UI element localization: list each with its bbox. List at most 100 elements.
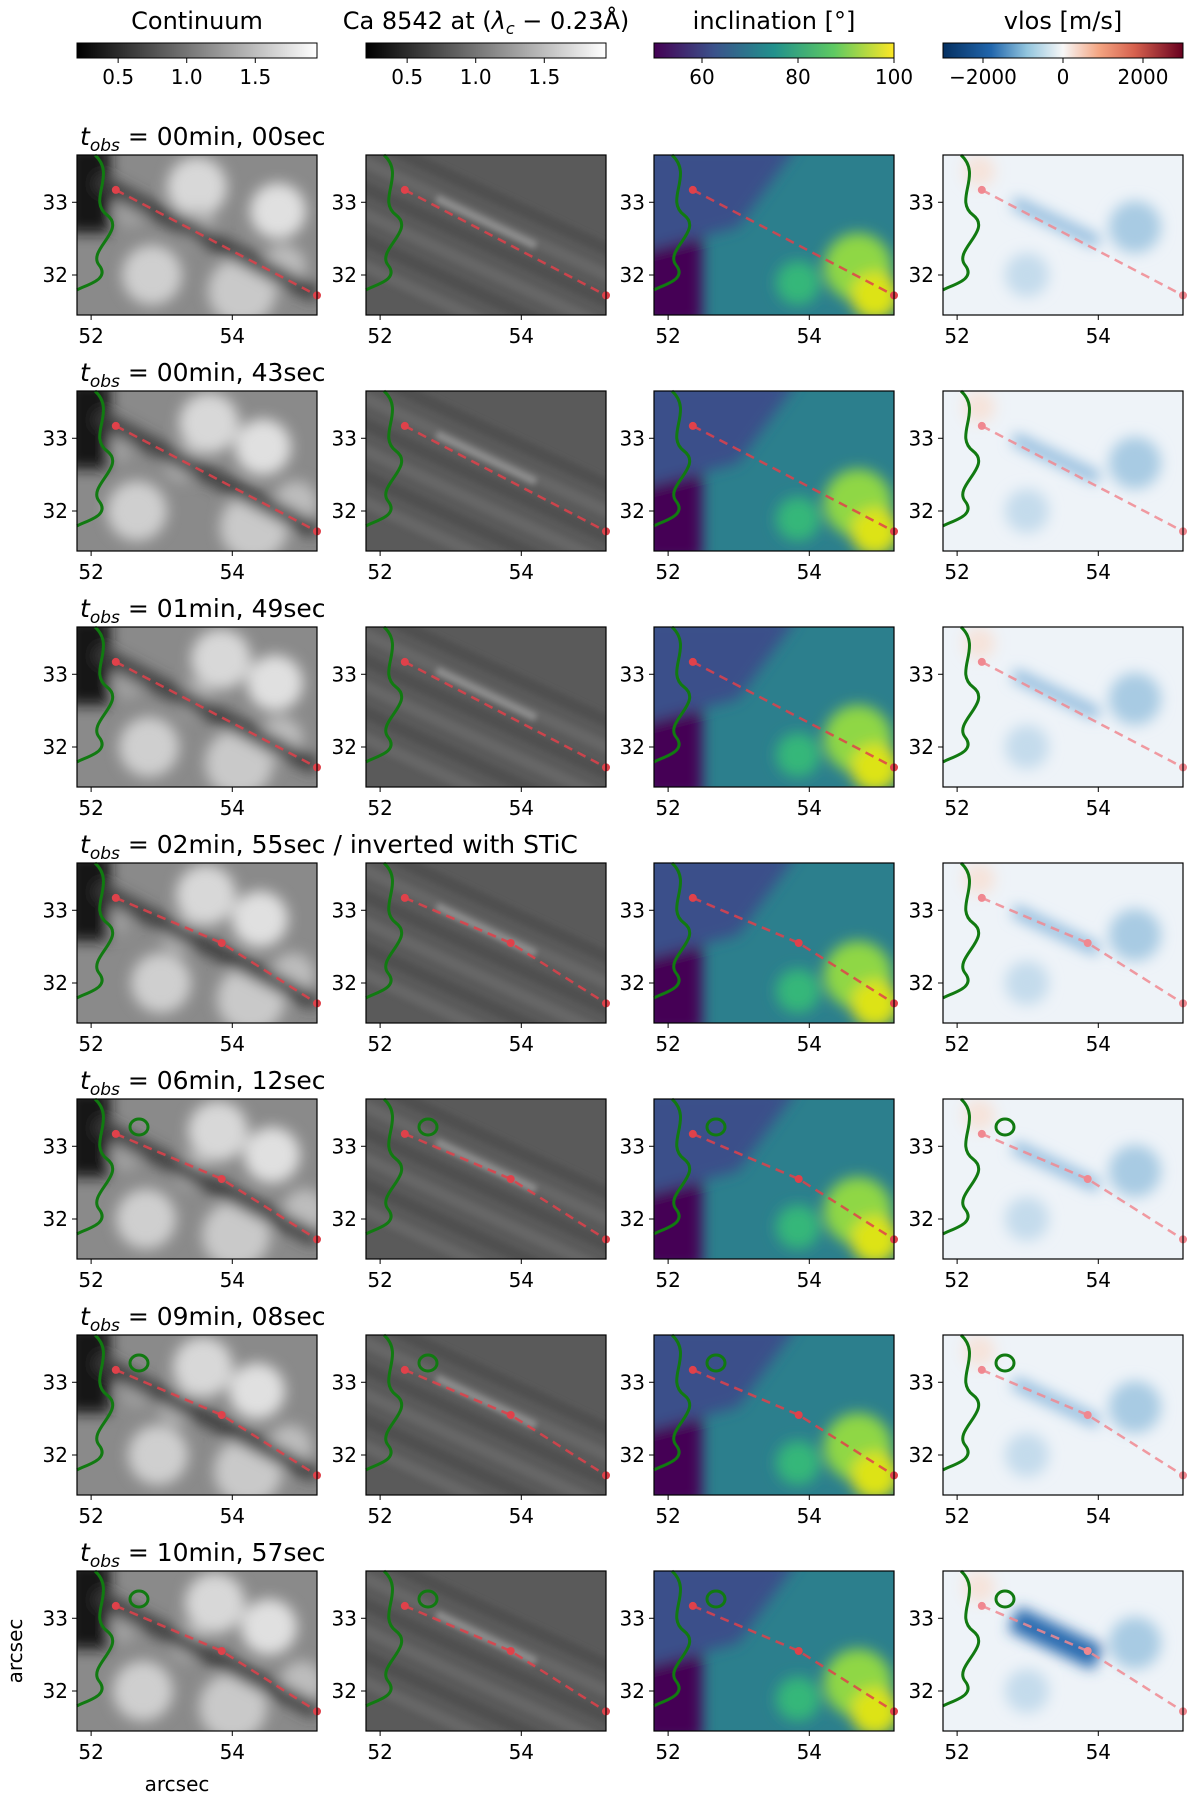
- path-marker-mid: [1083, 939, 1092, 947]
- slit-path: [404, 660, 607, 769]
- path-marker-start: [400, 1365, 409, 1374]
- umbra-contour: [365, 861, 404, 1000]
- x-tick-label: 54: [1086, 796, 1111, 820]
- panel-image: [654, 155, 894, 315]
- y-tick-label: 33: [620, 662, 645, 686]
- panel-frame: [942, 862, 1184, 1024]
- panel-frame: [365, 390, 607, 552]
- colorbar-title: vlos [m/s]: [1004, 7, 1122, 35]
- colorbar-gradient: [942, 42, 1184, 59]
- umbra-contour: [365, 625, 404, 764]
- y-tick-label: 33: [909, 426, 934, 450]
- slit-path: [404, 1132, 607, 1241]
- umbra-contour: [942, 861, 981, 1000]
- y-tick-label: 33: [620, 190, 645, 214]
- panel-image: [943, 1099, 1183, 1259]
- colorbar-title: inclination [°]: [693, 7, 856, 35]
- panel-row-5: tobs = 06min, 12sec 33 32 52 54 33 32 52 54 33 32 5…: [43, 1066, 1187, 1292]
- y-tick-label: 32: [43, 1679, 68, 1703]
- umbra-contour: [653, 389, 692, 528]
- slit-path: [981, 660, 1184, 769]
- x-tick-label: 52: [944, 1740, 969, 1764]
- x-tick-label: 52: [944, 560, 969, 584]
- umbra-contour-island: [994, 1117, 1016, 1137]
- y-tick-label: 33: [909, 898, 934, 922]
- y-tick-label: 32: [43, 263, 68, 287]
- path-marker-start: [400, 1129, 409, 1138]
- y-tick-label: 32: [909, 1679, 934, 1703]
- panel-frame: [942, 626, 1184, 788]
- umbra-contour: [76, 1333, 115, 1472]
- row-time-label: tobs = 02min, 55sec / inverted with STiC: [80, 830, 578, 864]
- x-tick-label: 52: [367, 1032, 392, 1056]
- y-tick-label: 32: [620, 971, 645, 995]
- x-tick-label: 54: [1086, 1032, 1111, 1056]
- x-tick-label: 54: [1086, 1268, 1111, 1292]
- slit-path: [115, 1368, 318, 1477]
- path-marker-mid: [217, 939, 226, 947]
- colorbar-tick-label: 1.5: [528, 65, 560, 89]
- path-marker-start: [111, 421, 120, 430]
- colorbar-title: Ca 8542 at (λc − 0.23Å): [343, 6, 630, 38]
- y-tick-label: 33: [620, 1370, 645, 1394]
- panel-row-4: tobs = 02min, 55sec / inverted with STiC…: [43, 830, 1187, 1056]
- panel-frame: [76, 1570, 318, 1732]
- panel-frame: [365, 862, 607, 1024]
- slit-path: [404, 188, 607, 297]
- path-marker-mid: [217, 1175, 226, 1183]
- panel-frame: [365, 1098, 607, 1260]
- panel-image: [366, 155, 606, 315]
- y-tick-label: 33: [620, 1606, 645, 1630]
- y-tick-label: 32: [909, 499, 934, 523]
- umbra-contour: [653, 1333, 692, 1472]
- x-tick-label: 52: [367, 560, 392, 584]
- panel-6-3: 33 32 52 54: [620, 1333, 898, 1528]
- panel-6-1: 33 32 52 54: [43, 1333, 321, 1528]
- panel-image: [654, 1099, 894, 1259]
- panel-2-1: 33 32 52 54: [43, 389, 321, 584]
- y-tick-label: 32: [620, 499, 645, 523]
- path-marker-start: [977, 893, 986, 902]
- panel-frame: [653, 862, 895, 1024]
- panel-2-3: 33 32 52 54: [620, 389, 898, 584]
- path-marker-start: [688, 1601, 697, 1610]
- umbra-contour-island: [128, 1117, 150, 1137]
- y-tick-label: 32: [909, 971, 934, 995]
- path-marker-start: [977, 421, 986, 430]
- y-tick-label: 33: [43, 898, 68, 922]
- x-tick-label: 52: [944, 1032, 969, 1056]
- panel-3-4: 33 32 52 54: [909, 625, 1187, 820]
- y-tick-label: 32: [620, 735, 645, 759]
- panel-5-1: 33 32 52 54: [43, 1097, 321, 1292]
- slit-path: [115, 1604, 318, 1713]
- path-marker-mid: [506, 1647, 515, 1655]
- x-tick-label: 52: [78, 560, 103, 584]
- row-time-label: tobs = 06min, 12sec: [80, 1066, 326, 1100]
- y-tick-label: 33: [43, 662, 68, 686]
- x-tick-label: 52: [78, 1268, 103, 1292]
- panel-frame: [76, 1334, 318, 1496]
- path-marker-start: [977, 657, 986, 666]
- x-tick-label: 52: [367, 1740, 392, 1764]
- y-tick-label: 33: [909, 190, 934, 214]
- y-tick-label: 33: [43, 1606, 68, 1630]
- slit-path: [692, 1604, 895, 1713]
- path-marker-start: [977, 1365, 986, 1374]
- path-marker-mid: [794, 1647, 803, 1655]
- x-tick-label: 54: [220, 1504, 245, 1528]
- x-tick-label: 52: [655, 1504, 680, 1528]
- y-tick-label: 32: [909, 263, 934, 287]
- path-marker-start: [977, 1601, 986, 1610]
- path-marker-mid: [1083, 1411, 1092, 1419]
- x-tick-label: 54: [509, 560, 534, 584]
- y-tick-label: 33: [620, 426, 645, 450]
- panel-image: [943, 1571, 1183, 1731]
- slit-path: [404, 424, 607, 533]
- umbra-contour-island: [705, 1589, 727, 1609]
- panel-row-7: tobs = 10min, 57sec 33 32 52 54 33 32 52 54 33 32 5…: [43, 1538, 1187, 1764]
- umbra-contour: [653, 625, 692, 764]
- panel-frame: [76, 626, 318, 788]
- umbra-contour: [76, 1097, 115, 1236]
- panel-image: [366, 1571, 606, 1731]
- panel-row-2: tobs = 00min, 43sec 33 32 52 54 33 32 52 54 33 32 5…: [43, 358, 1187, 584]
